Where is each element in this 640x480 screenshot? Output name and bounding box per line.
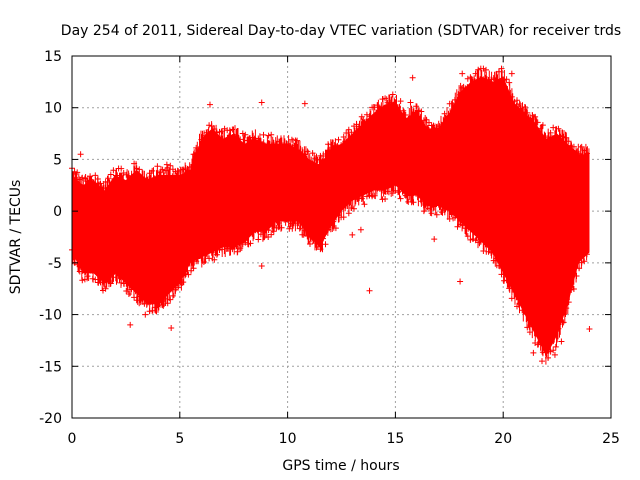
- outlier-point: [206, 101, 213, 108]
- outlier-point: [258, 262, 265, 269]
- outlier-point: [77, 151, 84, 158]
- x-tick-label: 25: [602, 431, 620, 447]
- outlier-point: [127, 321, 134, 328]
- outlier-point: [142, 311, 149, 318]
- y-tick-label: 10: [44, 101, 62, 117]
- x-tick-label: 10: [279, 431, 297, 447]
- y-tick-label: -20: [39, 411, 62, 427]
- outlier-point: [459, 70, 466, 77]
- outlier-point: [168, 325, 175, 332]
- y-tick-label: -5: [48, 256, 62, 272]
- y-tick-label: 15: [44, 49, 62, 65]
- outlier-point: [407, 99, 414, 106]
- x-tick-label: 15: [386, 431, 404, 447]
- y-axis-label: SDTVAR / TECUs: [8, 180, 24, 295]
- x-tick-label: 20: [494, 431, 512, 447]
- plot-frame: [71, 55, 612, 419]
- chart-title: Day 254 of 2011, Sidereal Day-to-day VTE…: [61, 23, 621, 39]
- y-tick-label: -10: [39, 308, 62, 324]
- x-tick-label: 5: [175, 431, 184, 447]
- outlier-point: [530, 349, 537, 356]
- outlier-point: [349, 231, 356, 238]
- y-tick-label: 0: [53, 204, 62, 220]
- outlier-point: [265, 234, 272, 240]
- outlier-point: [539, 358, 546, 365]
- outlier-point: [569, 148, 576, 155]
- outlier-point: [457, 278, 464, 285]
- y-tick-label: 5: [53, 152, 62, 168]
- x-axis-label: GPS time / hours: [282, 458, 399, 474]
- axis-ticks: [71, 55, 612, 419]
- outlier-point: [508, 70, 515, 77]
- outlier-point: [163, 161, 170, 168]
- outlier-point: [551, 351, 558, 358]
- outlier-point: [558, 338, 565, 345]
- outlier-point: [258, 99, 265, 106]
- y-tick-label: -15: [39, 359, 62, 375]
- outlier-point: [301, 100, 308, 107]
- outlier-point: [357, 226, 364, 233]
- outlier-point: [431, 236, 438, 243]
- x-tick-label: 0: [68, 431, 77, 447]
- outlier-point: [409, 74, 416, 81]
- x-tick-labels: 0 5 10 15 20 25: [68, 431, 620, 447]
- outlier-point: [366, 287, 373, 294]
- outlier-point: [586, 326, 593, 333]
- outlier-point: [120, 280, 127, 287]
- y-tick-labels: -20 -15 -10 -5 0 5 10 15: [39, 49, 62, 427]
